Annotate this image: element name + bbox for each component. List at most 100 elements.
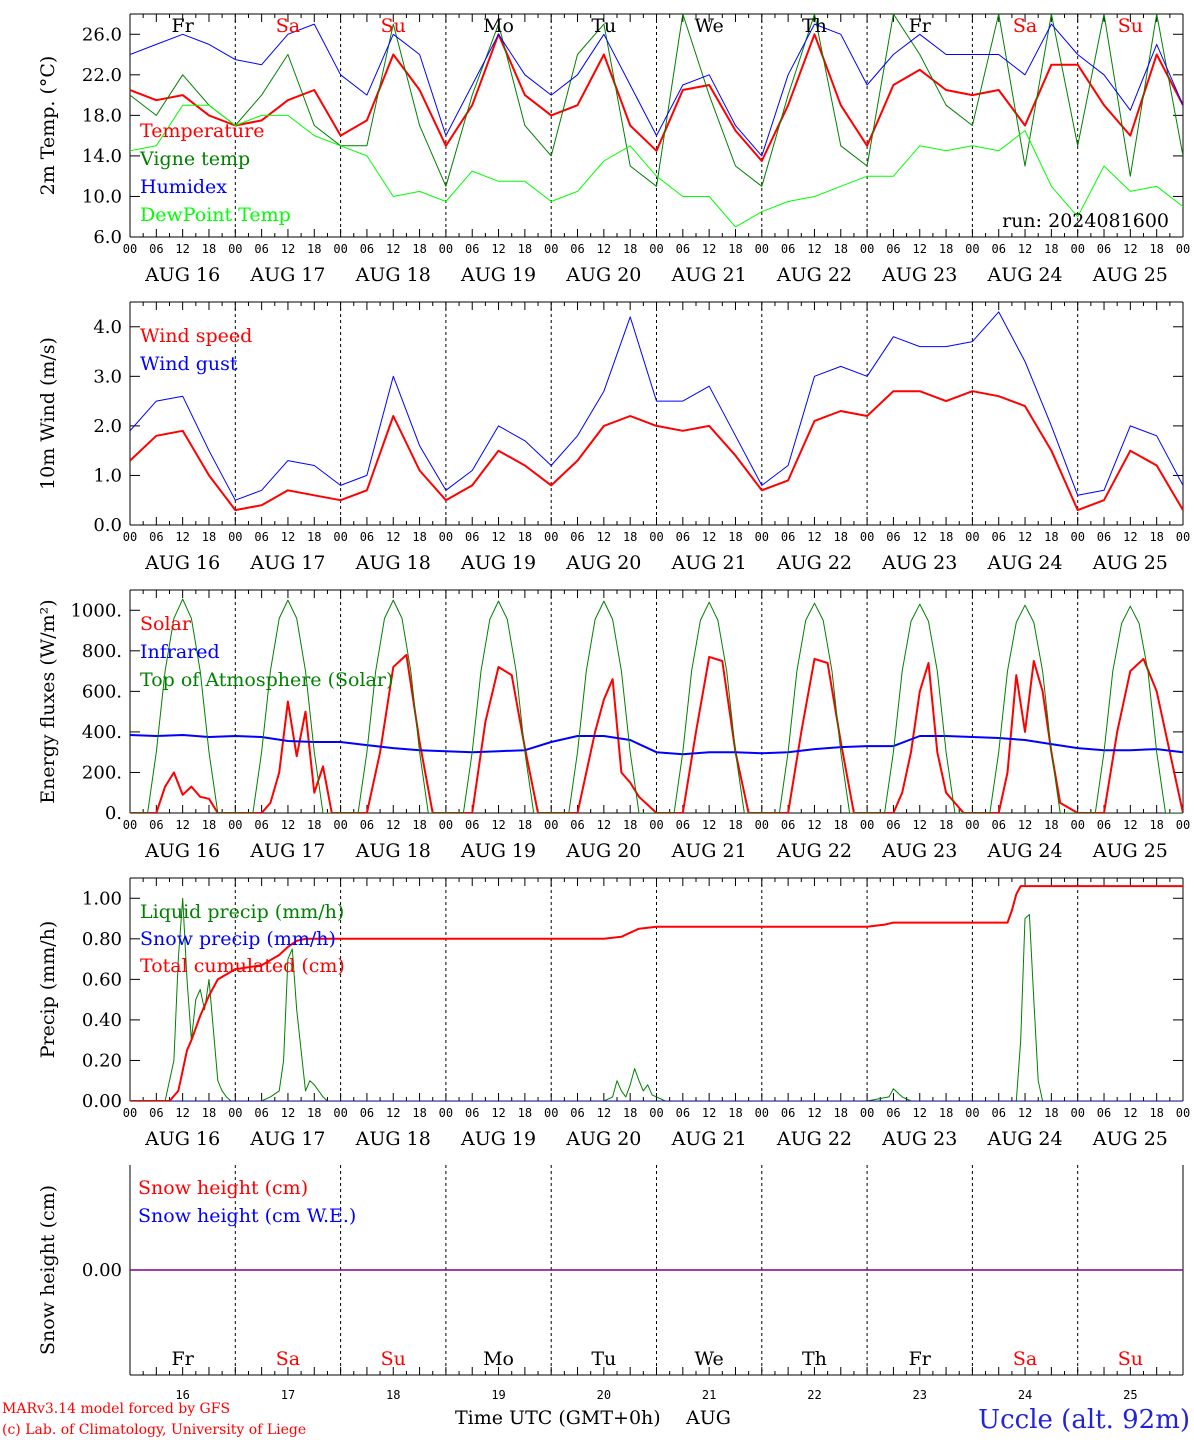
x-hour-label: 12 bbox=[807, 1106, 821, 1120]
x-hour-label: 06 bbox=[781, 818, 795, 832]
series-line-solar bbox=[130, 653, 1183, 813]
legend-entry: Total cumulated (cm) bbox=[140, 955, 345, 977]
x-hour-label: 18 bbox=[1149, 242, 1163, 256]
x-hour-label: 18 bbox=[202, 242, 216, 256]
x-date-label: AUG 21 bbox=[671, 552, 747, 574]
x-date-label: AUG 18 bbox=[355, 552, 431, 574]
weekday-label: Su bbox=[381, 15, 406, 37]
day-number-label: 23 bbox=[913, 1388, 927, 1402]
y-tick-label: 10.0 bbox=[82, 186, 122, 207]
x-date-label: AUG 16 bbox=[144, 1128, 220, 1150]
x-hour-label: 12 bbox=[597, 818, 611, 832]
x-hour-label: 00 bbox=[333, 242, 347, 256]
y-axis-label: Precip (mm/h) bbox=[37, 921, 59, 1059]
x-hour-label: 18 bbox=[1044, 530, 1058, 544]
x-hour-label: 00 bbox=[333, 1106, 347, 1120]
x-hour-label: 06 bbox=[676, 1106, 690, 1120]
legend-entry: Solar bbox=[140, 613, 192, 635]
x-hour-label: 18 bbox=[518, 242, 532, 256]
chart-panel-2: 0.0 1.0 2.0 3.0 4.0 10m Wind (m/s) 00 06 12 18 AUG… bbox=[37, 301, 1190, 574]
x-hour-label: 06 bbox=[149, 1106, 163, 1120]
x-hour-label: 06 bbox=[781, 530, 795, 544]
x-hour-label: 12 bbox=[281, 1106, 295, 1120]
credit-line-1: MARv3.14 model forced by GFS bbox=[2, 1401, 230, 1417]
x-hour-label: 18 bbox=[202, 818, 216, 832]
x-hour-label: 18 bbox=[412, 530, 426, 544]
x-hour-label: 06 bbox=[254, 1106, 268, 1120]
x-hour-label: 06 bbox=[149, 242, 163, 256]
x-hour-label: 12 bbox=[1018, 1106, 1032, 1120]
y-tick-label: 14.0 bbox=[82, 146, 122, 167]
x-hour-label: 00 bbox=[1070, 818, 1084, 832]
y-tick-label: 4.0 bbox=[93, 317, 122, 338]
x-hour-label: 06 bbox=[570, 1106, 584, 1120]
x-hour-label: 00 bbox=[755, 818, 769, 832]
weekday-label: Tu bbox=[591, 15, 616, 37]
x-date-label: AUG 17 bbox=[249, 1128, 325, 1150]
x-hour-label: 00 bbox=[1070, 530, 1084, 544]
x-hour-label: 00 bbox=[439, 530, 453, 544]
x-hour-label: 06 bbox=[570, 530, 584, 544]
weekday-label: Fr bbox=[909, 15, 932, 37]
y-tick-label: 0. bbox=[105, 803, 122, 824]
x-date-label: AUG 25 bbox=[1092, 840, 1168, 862]
x-hour-label: 00 bbox=[228, 242, 242, 256]
legend-entry: Wind gust bbox=[140, 353, 238, 375]
x-hour-label: 06 bbox=[781, 1106, 795, 1120]
x-hour-label: 06 bbox=[676, 242, 690, 256]
x-hour-label: 18 bbox=[939, 530, 953, 544]
x-hour-label: 00 bbox=[649, 530, 663, 544]
y-tick-label: 26.0 bbox=[82, 24, 122, 45]
x-hour-label: 00 bbox=[965, 1106, 979, 1120]
y-tick-label: 1000. bbox=[70, 600, 122, 621]
x-hour-label: 12 bbox=[913, 242, 927, 256]
x-date-label: AUG 16 bbox=[144, 552, 220, 574]
x-hour-label: 06 bbox=[570, 818, 584, 832]
x-hour-label: 18 bbox=[1044, 1106, 1058, 1120]
series-line-wind-speed bbox=[130, 390, 1183, 512]
y-tick-label: 0.0 bbox=[93, 515, 122, 536]
x-hour-label: 18 bbox=[1149, 1106, 1163, 1120]
legend-entry: Top of Atmosphere (Solar) bbox=[140, 669, 393, 691]
x-hour-label: 18 bbox=[939, 818, 953, 832]
panels: 6.0 10.0 14.0 18.0 22.0 26.0 2m Temp. (°C) 00 06… bbox=[37, 13, 1190, 1402]
x-hour-label: 12 bbox=[1018, 242, 1032, 256]
legend-entry: Snow height (cm) bbox=[138, 1177, 308, 1199]
x-hour-label: 00 bbox=[228, 530, 242, 544]
x-hour-label: 12 bbox=[175, 242, 189, 256]
x-date-label: AUG 20 bbox=[565, 552, 641, 574]
day-number-label: 17 bbox=[281, 1388, 295, 1402]
weekday-label: Fr bbox=[909, 1348, 932, 1370]
weekday-label: Fr bbox=[172, 1348, 195, 1370]
y-tick-label: 200. bbox=[82, 762, 122, 783]
x-date-label: AUG 25 bbox=[1092, 1128, 1168, 1150]
x-hour-label: 06 bbox=[676, 530, 690, 544]
weekday-label: Su bbox=[381, 1348, 406, 1370]
x-date-label: AUG 23 bbox=[881, 1128, 957, 1150]
x-hour-label: 12 bbox=[913, 530, 927, 544]
x-hour-label: 18 bbox=[623, 242, 637, 256]
x-hour-label: 00 bbox=[123, 242, 137, 256]
series-line-dewpoint-temp bbox=[130, 104, 1183, 228]
x-hour-label: 06 bbox=[991, 530, 1005, 544]
day-number-label: 18 bbox=[386, 1388, 400, 1402]
x-hour-label: 00 bbox=[439, 242, 453, 256]
x-date-label: AUG 22 bbox=[776, 552, 852, 574]
x-hour-label: 12 bbox=[597, 1106, 611, 1120]
x-date-label: AUG 16 bbox=[144, 840, 220, 862]
x-hour-label: 12 bbox=[807, 242, 821, 256]
x-hour-label: 06 bbox=[465, 242, 479, 256]
x-date-label: AUG 21 bbox=[671, 264, 747, 286]
series-line-infrared bbox=[130, 734, 1183, 756]
x-hour-label: 00 bbox=[1070, 242, 1084, 256]
y-tick-label: 2.0 bbox=[93, 416, 122, 437]
x-hour-label: 12 bbox=[1018, 818, 1032, 832]
x-date-label: AUG 18 bbox=[355, 264, 431, 286]
day-number-label: 24 bbox=[1018, 1388, 1032, 1402]
y-tick-label: 0.00 bbox=[82, 1260, 122, 1281]
y-tick-label: 22.0 bbox=[82, 65, 122, 86]
x-date-label: AUG 23 bbox=[881, 552, 957, 574]
x-date-label: AUG 17 bbox=[249, 264, 325, 286]
y-tick-label: 1.00 bbox=[82, 888, 122, 909]
x-hour-label: 12 bbox=[702, 1106, 716, 1120]
